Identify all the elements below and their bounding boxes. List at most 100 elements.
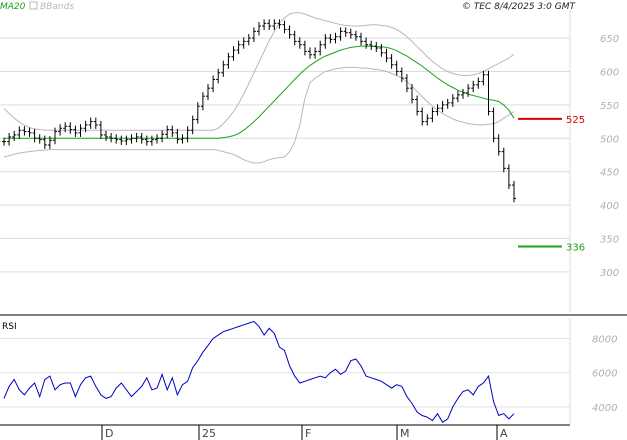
price-levels: 525 336	[518, 115, 585, 254]
price-bar	[374, 42, 379, 53]
price-bar	[200, 92, 205, 111]
price-bar	[410, 84, 414, 104]
ma20-line	[4, 45, 515, 139]
price-bar	[262, 19, 267, 31]
price-bar	[287, 25, 292, 39]
price-bar	[506, 164, 511, 190]
rsi-line	[3, 320, 515, 424]
price-bar	[272, 19, 277, 31]
price-bar	[445, 98, 450, 109]
price-bar	[47, 136, 52, 149]
price-bar	[512, 181, 516, 203]
price-bar	[277, 19, 282, 29]
price-bar	[313, 47, 318, 59]
price-bar	[109, 132, 114, 143]
price-bar	[420, 107, 425, 126]
price-bar	[7, 132, 12, 146]
price-bar	[236, 40, 241, 55]
price-tick-label: 350	[600, 235, 619, 246]
legend-bbands: BBands	[40, 2, 74, 12]
price-bar	[348, 28, 353, 39]
price-bar	[32, 128, 37, 143]
price-bar	[404, 74, 409, 93]
price-bar	[98, 120, 103, 139]
price-bar	[435, 104, 440, 116]
price-bar	[308, 47, 312, 59]
price-bar	[481, 70, 486, 86]
price-bar	[175, 128, 180, 144]
price-bar	[302, 40, 307, 56]
rsi-y-axis: 8000 6000 4000	[592, 335, 617, 414]
price-bar	[282, 20, 287, 34]
price-tick-label: 300	[600, 268, 619, 279]
price-bar	[491, 107, 496, 143]
price-bar	[139, 132, 144, 144]
price-bar	[195, 102, 200, 124]
x-tick-label: M	[400, 427, 410, 440]
price-bar	[364, 37, 369, 49]
price-bar	[415, 95, 420, 116]
legend-bbands-swatch	[29, 1, 38, 10]
price-tick-label: 550	[600, 101, 619, 112]
price-bar	[134, 132, 139, 143]
x-tick-label: 25	[202, 427, 216, 440]
price-bar	[267, 19, 272, 31]
price-bar	[394, 60, 399, 76]
rsi-series	[3, 320, 515, 424]
copyright-label: © TEC 8/4/2025 3:0 GMT	[462, 2, 577, 12]
price-bar	[78, 124, 83, 137]
rsi-tick-label: 8000	[592, 335, 617, 346]
rsi-tick-label: 6000	[592, 369, 617, 380]
price-bar	[12, 130, 17, 141]
price-bar	[450, 94, 455, 107]
price-bars	[2, 19, 516, 203]
price-bar	[343, 27, 348, 37]
price-bar	[119, 135, 124, 145]
price-bar	[292, 30, 297, 46]
price-bar	[216, 68, 221, 84]
price-bar	[318, 40, 323, 56]
price-bar	[17, 126, 22, 139]
price-bar	[37, 134, 42, 144]
price-bar	[359, 32, 363, 46]
price-panel: 525 336 650 600 550 500 450 400 350 300	[0, 10, 619, 312]
price-bar	[144, 135, 149, 146]
price-bar	[160, 130, 165, 143]
price-bar	[2, 137, 6, 146]
x-tick-label: D	[105, 427, 113, 440]
price-bar	[241, 37, 246, 49]
bband-upper-line	[3, 12, 515, 131]
price-bar	[221, 60, 226, 77]
price-bar	[42, 135, 47, 149]
price-bar	[461, 88, 465, 99]
x-tick-label: F	[305, 427, 311, 440]
price-bar	[83, 120, 88, 133]
price-bar	[27, 127, 32, 137]
price-tick-label: 450	[600, 168, 619, 179]
price-bar	[180, 134, 185, 144]
price-bar	[476, 77, 481, 89]
price-bar	[149, 135, 154, 146]
price-bar	[440, 100, 445, 113]
price-bar	[455, 90, 460, 103]
price-bar	[328, 34, 333, 44]
price-tick-label: 500	[600, 134, 619, 145]
price-tick-label: 400	[600, 201, 619, 212]
price-bar	[353, 30, 358, 41]
x-tick-label: A	[500, 427, 508, 440]
price-bar	[104, 130, 108, 141]
price-bar	[22, 126, 27, 136]
price-bar	[297, 37, 302, 49]
price-bar	[369, 40, 374, 51]
x-axis: D 25 F M A	[101, 425, 508, 440]
price-bar	[58, 124, 63, 136]
price-bar	[170, 125, 175, 137]
price-bar	[124, 135, 129, 145]
rsi-tick-label: 4000	[592, 403, 617, 414]
price-bar	[399, 67, 404, 83]
level-label: 336	[566, 243, 585, 254]
price-bar	[425, 114, 430, 126]
price-bar	[190, 115, 195, 135]
price-bar	[496, 134, 501, 156]
level-label: 525	[566, 115, 585, 126]
